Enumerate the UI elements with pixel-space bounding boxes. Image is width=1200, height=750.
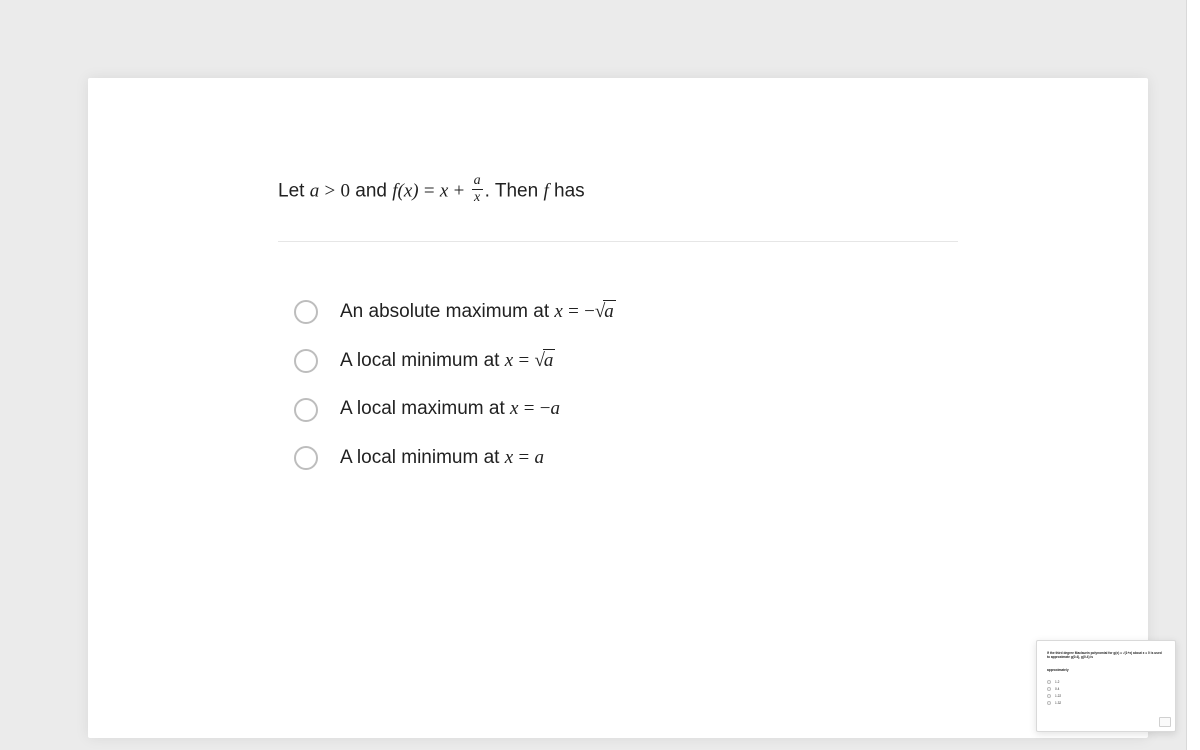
math-num-0: 0 <box>340 181 350 202</box>
question-card: Let a > 0 and f(x) = x + a x . Then f ha… <box>88 78 1148 738</box>
math-eq: = <box>424 181 435 202</box>
math-var: x <box>505 447 513 468</box>
radio-icon[interactable] <box>294 349 318 373</box>
text: An absolute maximum at <box>340 301 554 322</box>
thumbnail-corner-icon <box>1159 717 1171 727</box>
option-row[interactable]: A local minimum at x = √a <box>294 349 958 374</box>
thumbnail-option: 0.4 <box>1047 687 1165 691</box>
option-row[interactable]: A local minimum at x = a <box>294 446 958 471</box>
thumbnail-option: 1.22 <box>1047 694 1165 698</box>
radio-icon[interactable] <box>294 446 318 470</box>
math-sqrt: √a <box>534 349 555 374</box>
math-var: x <box>505 350 513 371</box>
option-row[interactable]: A local maximum at x = −a <box>294 397 958 422</box>
thumbnail-question-line: approximately <box>1047 668 1165 672</box>
math-rhs: a <box>534 447 544 468</box>
math-rhs: a <box>550 398 560 419</box>
text: A local minimum at <box>340 447 505 468</box>
math-eq: = <box>568 301 579 322</box>
option-label: An absolute maximum at x = −√a <box>340 300 616 325</box>
thumbnail-option: 1.32 <box>1047 701 1165 705</box>
text: A local minimum at <box>340 350 505 371</box>
math-eq: = <box>518 447 529 468</box>
math-neg: − <box>584 301 595 322</box>
option-label: A local minimum at x = √a <box>340 349 555 374</box>
fraction-denominator: x <box>472 190 483 205</box>
math-eq: = <box>524 398 535 419</box>
math-fraction: a x <box>472 174 483 205</box>
radio-icon[interactable] <box>294 300 318 324</box>
slide-thumbnail[interactable]: If the third degree Maclaurin polynomial… <box>1036 640 1176 732</box>
math-fx: f(x) <box>392 181 418 202</box>
math-eq: = <box>518 350 529 371</box>
math-plus: + <box>454 181 465 202</box>
fraction-numerator: a <box>472 174 483 190</box>
options-group: An absolute maximum at x = −√a A local m… <box>278 300 958 471</box>
math-sqrt: √a <box>595 300 616 325</box>
text: A local maximum at <box>340 398 510 419</box>
question-stem: Let a > 0 and f(x) = x + a x . Then f ha… <box>278 176 958 242</box>
thumbnail-option: 1.2 <box>1047 680 1165 684</box>
option-label: A local maximum at x = −a <box>340 397 560 422</box>
math-var-a: a <box>310 181 320 202</box>
text: . Then <box>485 181 544 202</box>
right-edge-strip <box>1186 0 1200 750</box>
text: and <box>350 181 392 202</box>
radio-icon[interactable] <box>294 398 318 422</box>
math-var: x <box>554 301 562 322</box>
text: Let <box>278 181 310 202</box>
option-label: A local minimum at x = a <box>340 446 544 471</box>
math-x: x <box>440 181 448 202</box>
math-var: x <box>510 398 518 419</box>
math-neg: − <box>540 398 551 419</box>
option-row[interactable]: An absolute maximum at x = −√a <box>294 300 958 325</box>
thumbnail-question-line: If the third degree Maclaurin polynomial… <box>1047 651 1165 660</box>
text: has <box>549 181 585 202</box>
math-op-gt: > <box>324 181 335 202</box>
